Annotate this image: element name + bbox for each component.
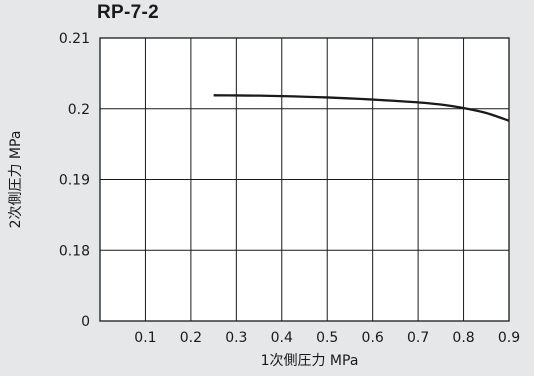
y-tick-label-0: 0.18 (59, 243, 90, 259)
tick-layer: 0.1 0.2 0.3 0.4 0.5 0.6 0.7 0.8 0.9 0.18 0.19 0.2 0.… (59, 31, 520, 346)
series-layer (213, 94, 510, 122)
grid-layer (100, 38, 509, 321)
x-tick-label-8: 0.9 (498, 330, 520, 346)
x-tick-label-6: 0.7 (407, 330, 429, 346)
x-tick-label-5: 0.6 (362, 330, 384, 346)
origin-tick-label: 0 (81, 314, 90, 330)
x-tick-label-4: 0.5 (316, 330, 338, 346)
x-axis-label: 1次側圧力 MPa (261, 353, 359, 369)
x-tick-label-0: 0.1 (134, 330, 156, 346)
y-axis-label: 2次側圧力 MPa (8, 131, 24, 229)
chart-title: RP-7-2 (97, 2, 159, 23)
y-tick-label-1: 0.19 (59, 173, 90, 189)
series-line-0 (213, 94, 510, 122)
x-tick-label-1: 0.2 (180, 330, 202, 346)
x-tick-label-3: 0.4 (271, 330, 293, 346)
y-tick-label-3: 0.21 (59, 31, 90, 47)
x-tick-label-2: 0.3 (225, 330, 247, 346)
x-tick-label-7: 0.8 (452, 330, 474, 346)
y-tick-label-2: 0.2 (68, 102, 90, 118)
